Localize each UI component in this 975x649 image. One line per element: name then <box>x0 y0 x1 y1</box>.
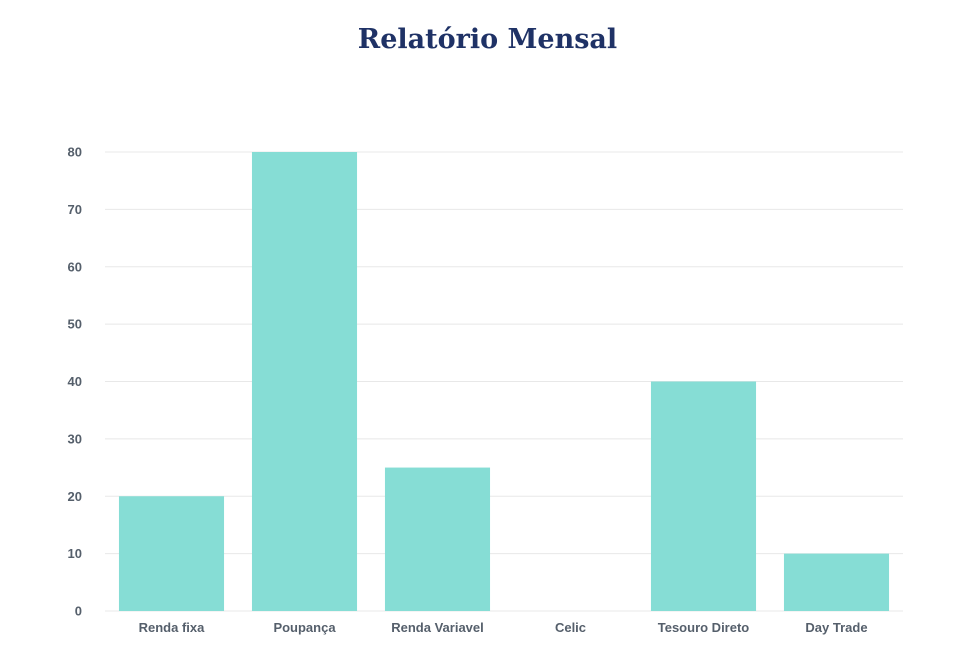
y-tick-label: 70 <box>68 202 82 217</box>
bar[interactable] <box>384 467 491 611</box>
y-tick-label: 80 <box>68 145 82 160</box>
y-tick-label: 50 <box>68 317 82 332</box>
x-category-label: Renda fixa <box>139 620 206 635</box>
y-axis-ticks: 0 10 20 30 40 50 60 70 80 <box>68 145 82 619</box>
y-tick-label: 30 <box>68 431 82 446</box>
bar[interactable] <box>118 496 225 611</box>
chart-title: Relatório Mensal <box>357 24 618 55</box>
y-tick-label: 40 <box>68 374 82 389</box>
gridlines <box>105 151 903 612</box>
bar[interactable] <box>251 152 358 611</box>
x-category-label: Renda Variavel <box>391 620 484 635</box>
y-tick-label: 0 <box>75 604 82 619</box>
bar[interactable] <box>783 553 890 611</box>
x-category-label: Day Trade <box>805 620 867 635</box>
y-tick-label: 10 <box>68 546 82 561</box>
bars <box>118 152 890 612</box>
x-axis-labels: Renda fixa Poupança Renda Variavel Celic Tes… <box>139 620 868 635</box>
x-category-label: Tesouro Direto <box>658 620 750 635</box>
bar[interactable] <box>650 381 757 612</box>
x-category-label: Poupança <box>273 620 336 635</box>
y-tick-label: 60 <box>68 259 82 274</box>
y-tick-label: 20 <box>68 489 82 504</box>
x-category-label: Celic <box>555 620 586 635</box>
